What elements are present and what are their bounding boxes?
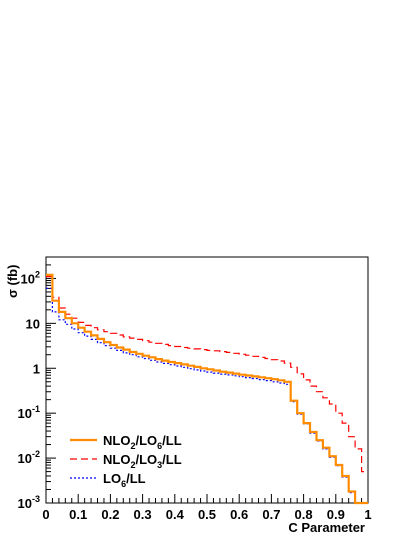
x-tick-label: 0.1 — [69, 507, 87, 522]
x-tick-label: 0 — [42, 507, 49, 522]
legend-label: NLO2/LO3/LL — [103, 452, 182, 470]
series-line-2 — [46, 276, 368, 473]
y-tick-label: 10-1 — [18, 404, 40, 421]
x-tick-label: 0.5 — [198, 507, 216, 522]
x-tick-label: 1 — [364, 507, 371, 522]
series-line-3 — [46, 287, 368, 504]
y-tick-label: 10-3 — [18, 494, 40, 511]
y-axis-title: σ (fb) — [5, 265, 20, 298]
x-tick-label: 0.2 — [101, 507, 119, 522]
x-tick-label: 0.9 — [327, 507, 345, 522]
series-layer — [46, 273, 368, 505]
x-tick-label: 0.4 — [166, 507, 185, 522]
x-tick-label: 0.6 — [230, 507, 248, 522]
series-line-1 — [46, 273, 368, 505]
y-tick-label: 10-2 — [18, 449, 40, 466]
x-tick-labels: 0 0.1 0.2 0.3 0.4 0.5 0.6 0.7 0.8 0.9 1 — [42, 507, 371, 522]
y-tick-label: 102 — [21, 269, 40, 286]
x-tick-label: 0.7 — [262, 507, 280, 522]
legend-label: NLO2/LO6/LL — [103, 433, 182, 451]
y-tick-labels: 10-3 10-2 10-1 1 10 102 — [18, 269, 40, 511]
plot-frame — [45, 256, 369, 504]
x-tick-label: 0.8 — [295, 507, 313, 522]
y-tick-label: 10 — [26, 316, 40, 331]
y-tick-label: 1 — [33, 361, 40, 376]
legend-label: LO6/LL — [103, 471, 146, 489]
axis-ticks — [45, 256, 369, 504]
x-tick-label: 0.3 — [134, 507, 152, 522]
x-axis-title: C Parameter — [288, 520, 365, 535]
